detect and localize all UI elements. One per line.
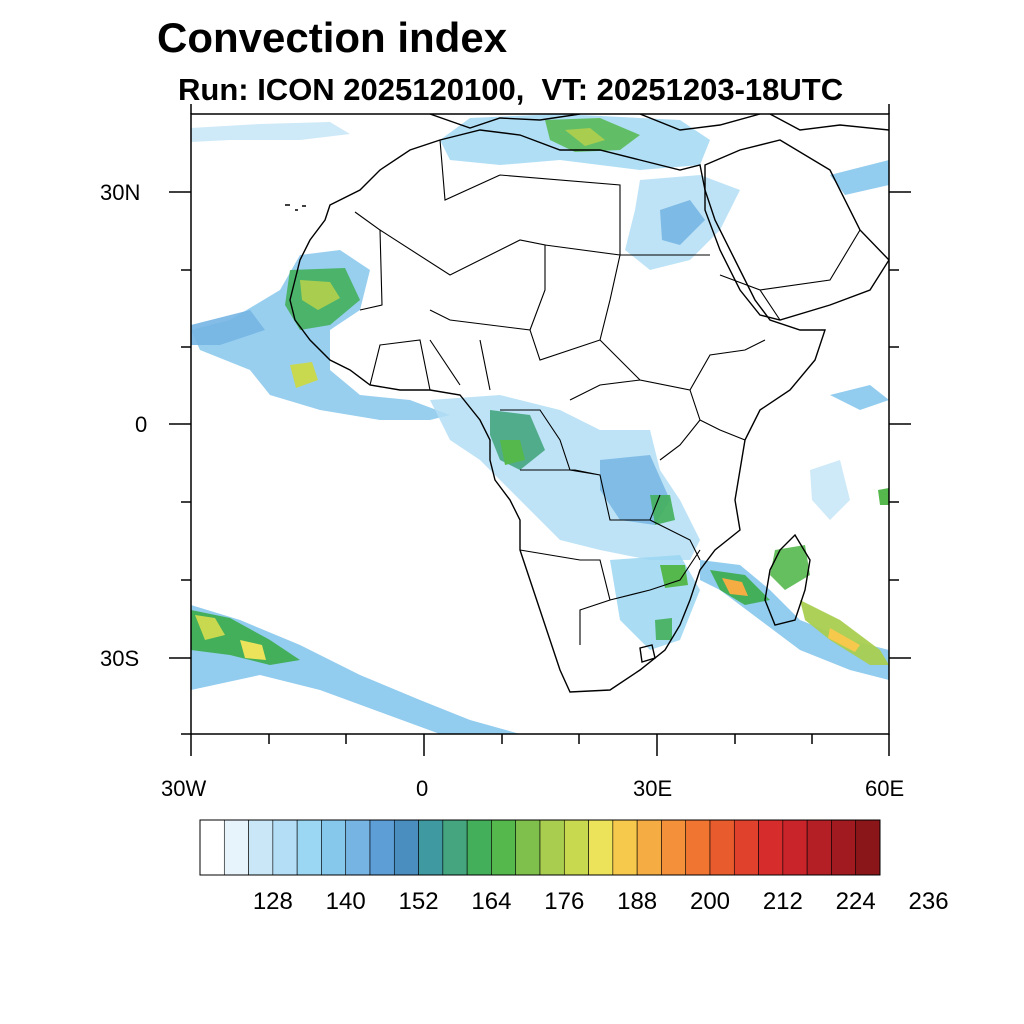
colorbar-label: 200 [689, 888, 731, 915]
axis-ticks [169, 104, 911, 756]
field-madagascar-peak [828, 628, 860, 652]
lesotho-border [639, 644, 656, 663]
field-somali-offshore [830, 385, 889, 410]
field-west-africa-peak [300, 280, 340, 310]
europe-coastline [429, 114, 889, 131]
colorbar-box [199, 819, 225, 876]
field-indian-ocean-spot [878, 488, 889, 505]
colorbar-box [636, 819, 662, 876]
colorbar-box [248, 819, 274, 876]
colorbar-box [733, 819, 759, 876]
field-west-africa [191, 250, 450, 420]
field-sa-spot2 [655, 618, 672, 640]
lon-label-0: 0 [416, 776, 429, 801]
colorbar-label: 212 [762, 888, 803, 915]
colorbar-box [321, 819, 347, 876]
field-south-atlantic-peak [195, 615, 225, 640]
colorbar-label: 164 [471, 888, 512, 915]
colorbar-boxes [199, 819, 881, 876]
africa-coastline [289, 129, 826, 693]
colorbar-box [612, 819, 638, 876]
field-gabon-spot [500, 440, 525, 465]
colorbar-box [466, 819, 492, 876]
lat-label-0: 0 [135, 412, 148, 437]
canary-islands [285, 204, 306, 211]
field-madagascar-north [770, 545, 810, 590]
colorbar-box [393, 819, 419, 876]
field-nile-core [660, 200, 705, 245]
lon-label-60e: 60E [865, 776, 905, 801]
colorbar-box [588, 819, 614, 876]
colorbar-box [515, 819, 541, 876]
field-sa-spots [660, 565, 688, 588]
colorbar-box [369, 819, 395, 876]
field-indian-ocean-scatter [810, 460, 850, 520]
lon-label-30e: 30E [633, 776, 673, 801]
colorbar-label: 188 [617, 888, 658, 915]
field-south-atlantic [191, 605, 520, 734]
colorbar-box [831, 819, 857, 876]
colorbar-box [806, 819, 832, 876]
field-mozambique-peak [722, 578, 748, 596]
colorbar-label: 152 [398, 888, 439, 915]
colorbar-box [758, 819, 784, 876]
colorbar-outline [199, 819, 881, 876]
map-title: Convection index [157, 14, 508, 61]
colorbar-label: 128 [252, 888, 293, 915]
colorbar-box [685, 819, 711, 876]
field-arabia-ne [830, 160, 889, 195]
colorbar-box [345, 819, 371, 876]
convection-field [191, 114, 889, 734]
coastlines-borders [285, 114, 889, 693]
field-madagascar-east [800, 600, 889, 665]
field-mediterranean-peak [565, 128, 605, 146]
lat-label-30s: 30S [100, 646, 140, 671]
madagascar-coastline [764, 533, 811, 626]
field-north-atlantic [191, 122, 350, 142]
colorbar-box [709, 819, 735, 876]
colorbar-box [539, 819, 565, 876]
colorbar-box [223, 819, 249, 876]
colorbar-box [782, 819, 808, 876]
colorbar-box [661, 819, 687, 876]
colorbar-box [491, 819, 517, 876]
colorbar-label: 224 [835, 888, 876, 915]
colorbar-box [418, 819, 444, 876]
colorbar-box [296, 819, 322, 876]
lon-label-30w: 30W [161, 776, 207, 801]
country-borders [354, 139, 861, 645]
field-guinea-spot [290, 362, 318, 388]
arabia-coastline [704, 139, 889, 321]
colorbar-box [855, 819, 881, 876]
colorbar-label: 236 [908, 888, 949, 915]
colorbar-box [442, 819, 468, 876]
colorbar-label: 140 [325, 888, 366, 915]
colorbar-box [563, 819, 589, 876]
field-south-atlantic-peak2 [240, 640, 266, 660]
field-lake-malawi [650, 495, 675, 525]
colorbar-label: 176 [544, 888, 585, 915]
map-subtitle: Run: ICON 2025120100, VT: 20251203-18UTC [178, 72, 844, 107]
lat-label-30n: 30N [100, 180, 141, 205]
field-west-offshore [191, 310, 265, 345]
colorbar-box [272, 819, 298, 876]
